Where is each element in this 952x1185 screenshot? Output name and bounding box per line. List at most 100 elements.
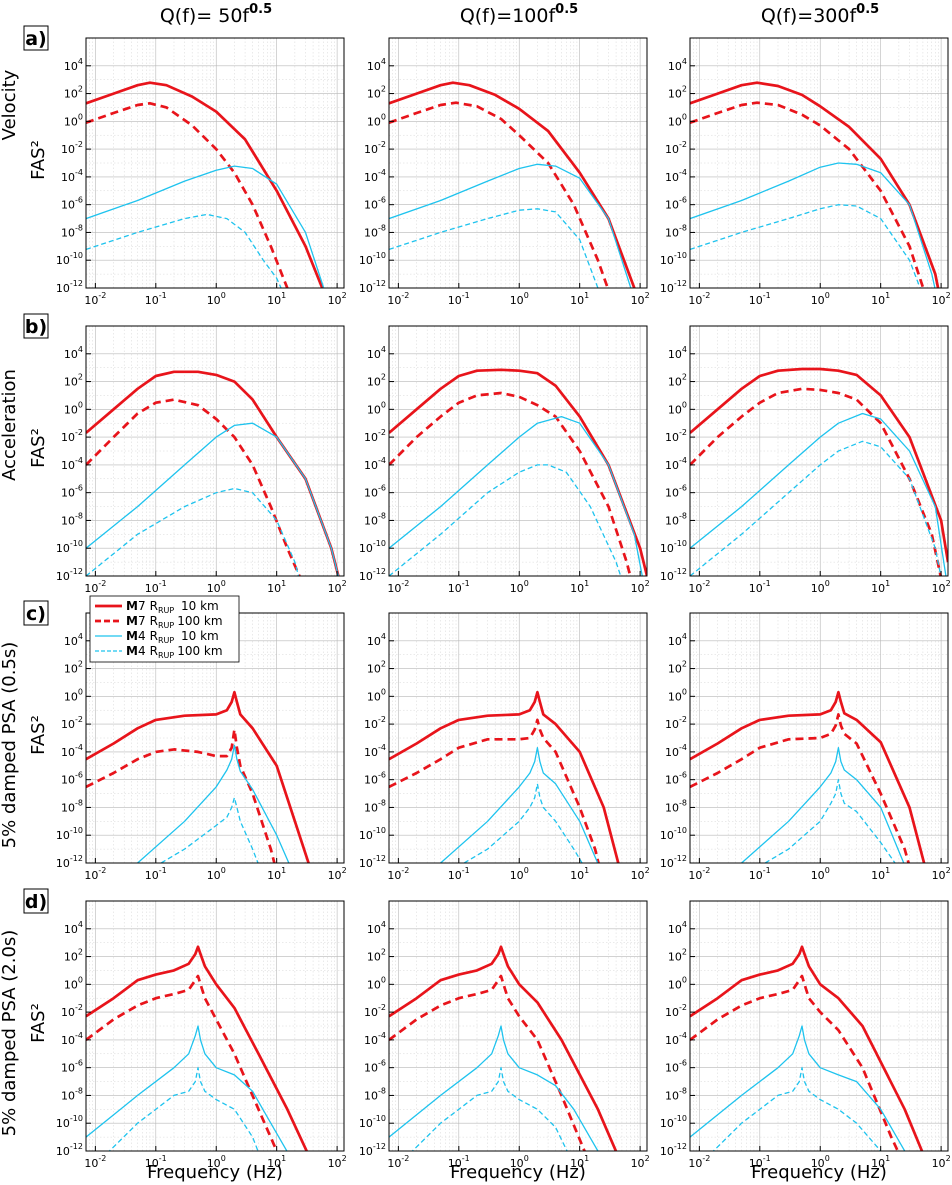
x-tick-label: 10-1: [145, 291, 167, 307]
text-span: 10: [145, 869, 159, 882]
y-tick-label: 10-6: [665, 1059, 687, 1075]
text-span: 10: [61, 431, 75, 444]
text-span: 10: [61, 514, 75, 527]
y-tick-label: 104: [668, 632, 687, 648]
text-span: 10: [387, 582, 401, 595]
text-span: 2: [381, 85, 386, 94]
text-span: 10: [364, 487, 378, 500]
y-tick-label: 104: [64, 345, 83, 361]
text-span: 10: [932, 869, 946, 882]
series-line-M4_100km: [159, 797, 259, 863]
column-title: Q(f)=100f0.5: [460, 2, 578, 27]
text-span: 10: [359, 254, 373, 267]
text-span: 2: [342, 579, 347, 588]
text-span: -2: [75, 140, 83, 149]
text-span: -4: [378, 168, 386, 177]
text-span: 10: [871, 294, 885, 307]
text-span: -1: [763, 291, 771, 300]
text-span: -8: [378, 798, 386, 807]
y-tick-label: 102: [367, 85, 386, 101]
y-tick-label: 102: [668, 85, 687, 101]
y-tick-label: 10-8: [665, 223, 687, 239]
text-span: -8: [75, 511, 83, 520]
y-tick-label: 10-4: [364, 168, 386, 184]
series-line-M4_100km: [690, 204, 921, 288]
text-span: -8: [378, 511, 386, 520]
text-span: 10: [688, 294, 702, 307]
text-span: 2: [645, 579, 650, 588]
text-span: 10: [64, 978, 78, 991]
series-line-M4_10km: [86, 422, 340, 576]
text-span: 10: [665, 774, 679, 787]
text-span: 10: [749, 869, 763, 882]
plot-frame: [689, 900, 949, 1152]
x-tick-label: 101: [570, 866, 589, 882]
panel-b-1: 10-2 10-1 100 101 10210410210010-210-410-610…: [28, 325, 347, 595]
text-span: 10: [448, 1157, 462, 1170]
series-line-M4_10km: [86, 165, 325, 288]
row-label: a)Velocity: [0, 25, 49, 140]
text-span: -12: [70, 279, 83, 288]
y-tick-label: 10-8: [61, 223, 83, 239]
text-span: -6: [679, 484, 687, 493]
x-tick-label: 102: [631, 291, 650, 307]
text-span: 10: [267, 1157, 281, 1170]
text-span: 10: [660, 570, 674, 583]
text-span: -2: [378, 428, 386, 437]
panel-c-1: 10-2 10-1 100 101 10210410210010-210-410-610…: [28, 612, 347, 882]
y-tick-label: 10-4: [61, 1031, 83, 1047]
text-span: 10: [364, 801, 378, 814]
series-line-M4_10km: [690, 412, 947, 576]
text-span: 10: [64, 376, 78, 389]
text-span: 10: [367, 923, 381, 936]
column-title: Q(f)=300f0.5: [761, 2, 879, 27]
panel-d-1: 10-2 10-1 100 101 10210410210010-210-410-610…: [28, 900, 347, 1170]
text-span: -2: [702, 579, 710, 588]
y-tick-label: 10-4: [665, 1031, 687, 1047]
text-span: -8: [75, 798, 83, 807]
y-tick-label: 102: [367, 660, 386, 676]
series-line-M4_10km: [690, 162, 936, 288]
text-span: 0: [381, 687, 386, 696]
text-span: 10: [61, 718, 75, 731]
text-span: -8: [378, 1086, 386, 1095]
text-span: 0: [221, 1154, 226, 1163]
text-span: -1: [462, 291, 470, 300]
x-tick-label: 100: [510, 866, 529, 882]
text-span: 2: [78, 660, 83, 669]
text-span: 0: [682, 687, 687, 696]
x-tick-label: 100: [207, 1154, 226, 1170]
x-tick-label: 100: [207, 579, 226, 595]
text-span: 2: [78, 373, 83, 382]
text-span: 2: [381, 948, 386, 957]
legend-label: M4 RRUP 10 km: [126, 629, 219, 645]
panel-d-3: 10-2 10-1 100 101 10210410210010-210-410-610…: [660, 900, 951, 1170]
text-span: 100 km: [177, 614, 222, 628]
x-tick-label: 101: [267, 291, 286, 307]
text-span: -4: [679, 1031, 687, 1040]
text-span: 10: [145, 582, 159, 595]
text-span: Q(f)=100f: [460, 5, 557, 27]
y-tick-label: 10-6: [364, 196, 386, 212]
text-span: 10: [811, 1157, 825, 1170]
text-span: 10: [61, 459, 75, 472]
text-span: 10: [364, 746, 378, 759]
text-span: 0: [825, 1154, 830, 1163]
x-tick-label: 10-2: [387, 579, 409, 595]
text-span: R: [150, 644, 158, 658]
text-span: 10: [811, 294, 825, 307]
text-span: 2: [682, 85, 687, 94]
text-span: 10: [448, 294, 462, 307]
text-span: 0: [221, 291, 226, 300]
text-span: -2: [98, 1154, 106, 1163]
y-tick-label: 10-6: [364, 484, 386, 500]
text-span: 10: [665, 1062, 679, 1075]
x-tick-label: 101: [871, 866, 890, 882]
y-tick-label: 100: [64, 975, 83, 991]
y-tick-label: 104: [64, 920, 83, 936]
y-tick-label: 100: [668, 975, 687, 991]
series-line-M4_100km: [690, 440, 942, 576]
text-span: -6: [679, 196, 687, 205]
text-span: 10: [932, 582, 946, 595]
text-span: 10: [267, 294, 281, 307]
